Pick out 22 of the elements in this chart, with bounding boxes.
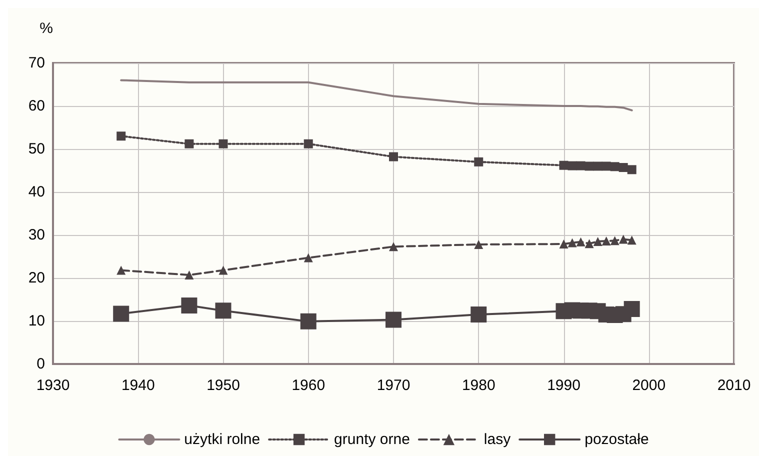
y-tick-label: 50 [28, 140, 45, 158]
x-tick-label: 1950 [206, 377, 240, 394]
y-tick-label: 30 [28, 226, 45, 244]
y-tick-label: 40 [28, 184, 45, 200]
x-tick-label: 2000 [632, 377, 666, 394]
legend-label: pozostałe [584, 431, 649, 448]
x-tick-label: 1940 [121, 377, 155, 394]
x-tick-label: 1990 [547, 377, 580, 394]
y-tick-label: 10 [28, 312, 45, 330]
x-tick-label: 1930 [36, 377, 70, 394]
x-tick-label: 1970 [376, 377, 410, 394]
x-tick-label: 1980 [462, 377, 496, 394]
y-tick-label: 0 [36, 356, 45, 372]
y-axis-title: % [40, 20, 53, 37]
legend-label: grunty orne [334, 431, 410, 448]
y-tick-label: 20 [28, 270, 45, 286]
y-tick-label: 70 [28, 54, 45, 72]
x-tick-label: 2010 [717, 377, 751, 394]
y-tick-label: 60 [28, 98, 45, 114]
x-tick-label: 1960 [292, 377, 326, 394]
legend-label: lasy [484, 431, 512, 448]
legend-label: użytki rolne [184, 431, 260, 448]
